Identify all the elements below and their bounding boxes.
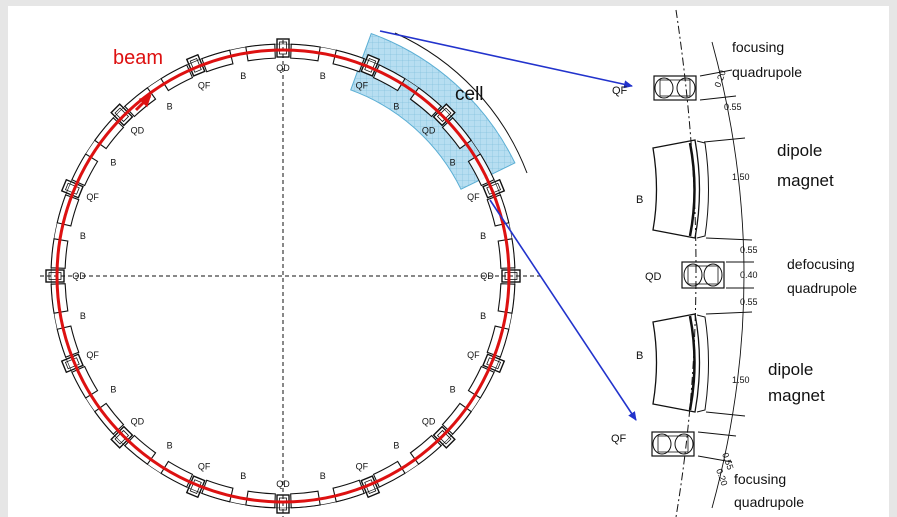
ring-qf-magnet (60, 353, 84, 374)
dipole-top-line1: dipole (777, 141, 822, 160)
detail-dipole-top-magnet (652, 139, 709, 239)
dipole-bottom-line2: magnet (768, 386, 825, 405)
ring-b-label: B (240, 71, 246, 81)
ring-qd-label: QD (422, 125, 436, 135)
ring-qd-left-label: QD (72, 271, 86, 281)
zoom-arrow-top (379, 30, 633, 89)
dim-055-a: 0.55 (724, 102, 742, 112)
ring-b-label: B (167, 101, 173, 111)
detail-dipole-bottom-magnet (652, 313, 709, 413)
ring-qd-label: QD (422, 417, 436, 427)
detail-view: QF B QD B (611, 9, 857, 517)
ring-b-label: B (480, 311, 486, 321)
ring-b-label: B (240, 471, 246, 481)
ring-b-label: B (450, 158, 456, 168)
beam-direction-arrow (134, 94, 152, 112)
detail-b-top-label: B (636, 194, 643, 206)
beam-label: beam (113, 47, 163, 69)
ring-qf-label: QF (467, 350, 480, 360)
focusing-bottom-line1: focusing (734, 471, 786, 487)
defocusing-line1: defocusing (787, 256, 855, 272)
detail-qf-top-label: QF (612, 85, 628, 97)
ring-qf-label: QF (356, 81, 369, 91)
ring-b-label: B (110, 384, 116, 394)
ring-qf-label: QF (198, 81, 211, 91)
ring-qf-magnet (482, 353, 506, 374)
ring-b-label: B (80, 311, 86, 321)
ring-b-label: B (393, 101, 399, 111)
ring-b-label: B (320, 71, 326, 81)
ring-qf-label: QF (86, 192, 99, 202)
dipole-bottom-line1: dipole (768, 360, 813, 379)
dim-055-b: 0.55 (740, 245, 758, 255)
ring-qf-label: QF (86, 350, 99, 360)
ring-qd-magnet (110, 103, 134, 127)
ring-b-label: B (450, 384, 456, 394)
defocusing-line2: quadrupole (787, 280, 857, 296)
dim-020-top: 0.20 (712, 69, 727, 89)
ring-qf-magnet (360, 475, 381, 499)
dim-150-top: 1.50 (732, 172, 750, 182)
ring-qf-magnet (60, 178, 84, 199)
detail-b-bottom-label: B (636, 350, 643, 362)
detail-qd-label: QD (645, 271, 662, 283)
detail-qf-bottom-magnet (651, 431, 695, 457)
ring-qd-magnet (110, 425, 134, 449)
detail-qf-top-magnet (653, 75, 697, 101)
ring-b-label: B (167, 441, 173, 451)
focusing-top-line2: quadrupole (732, 64, 802, 80)
focusing-top-line1: focusing (732, 39, 784, 55)
ring-b-label: B (320, 471, 326, 481)
ring-qd-magnet (432, 103, 456, 127)
dipole-top-line2: magnet (777, 171, 834, 190)
ring-qf-magnet (360, 53, 381, 77)
ring-qd-magnet (432, 425, 456, 449)
dim-150-bottom: 1.50 (732, 375, 750, 385)
ring-b-label: B (80, 231, 86, 241)
detail-dimension-arc (711, 41, 745, 509)
ring-qf-label: QF (198, 461, 211, 471)
ring-b-label: B (393, 441, 399, 451)
ring-qf-label: QF (467, 192, 480, 202)
detail-centerline (675, 9, 697, 517)
ring-b-label: B (110, 158, 116, 168)
cell-dimension-arc (394, 32, 528, 174)
detail-qd-magnet (681, 261, 725, 289)
detail-qf-bottom-label: QF (611, 433, 627, 445)
dim-055-c: 0.55 (740, 297, 758, 307)
dim-040: 0.40 (740, 270, 758, 280)
ring-qd-label: QD (131, 417, 145, 427)
zoom-arrow-bottom (489, 199, 637, 421)
ring-qf-magnet (185, 53, 206, 77)
ring-qd-right-label: QD (480, 271, 494, 281)
ring-qd-label: QD (131, 125, 145, 135)
ring-b-label: B (480, 231, 486, 241)
ring-qf-magnet (185, 475, 206, 499)
ring-qf-label: QF (356, 461, 369, 471)
focusing-bottom-line2: quadrupole (734, 494, 804, 510)
cell-label: cell (455, 84, 484, 105)
beam-orbit (55, 48, 511, 504)
ring-qf-magnet (482, 178, 506, 199)
detail-dimension-ticks (697, 69, 754, 463)
